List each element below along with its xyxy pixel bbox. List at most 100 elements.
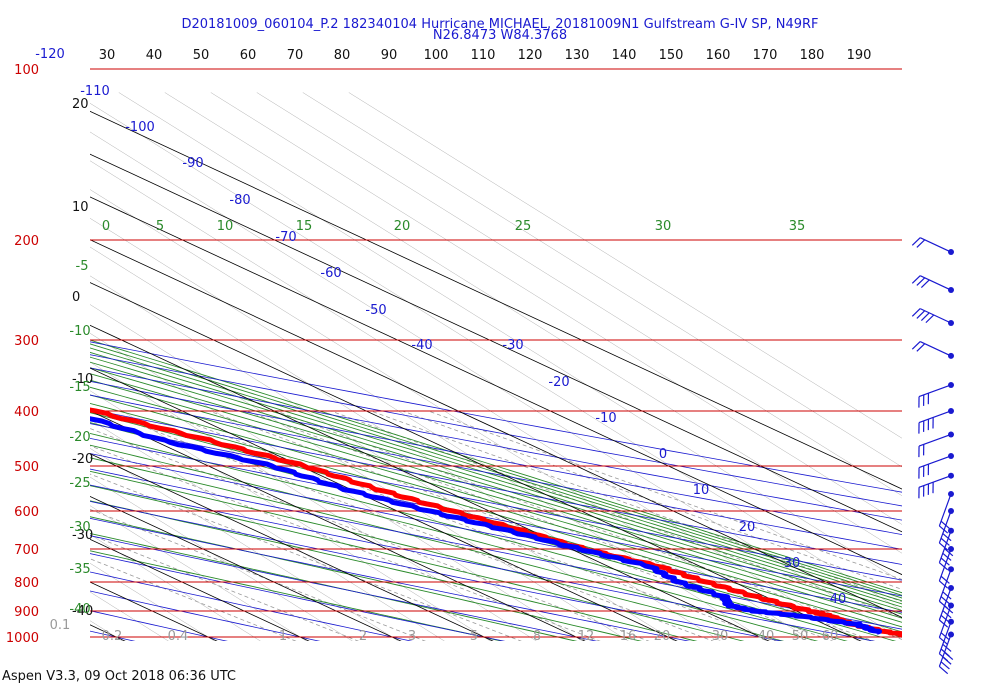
top-scale-label: 50 <box>193 48 210 63</box>
dry-adiabat-label: 40 <box>830 592 847 607</box>
dry-adiabat-label: -90 <box>182 156 203 171</box>
isotherm <box>90 538 310 641</box>
pressure-tick-label: 900 <box>14 605 39 620</box>
moist-adiabat <box>90 470 785 641</box>
moist-adiabat-label: -20 <box>69 430 90 445</box>
moist-adiabat <box>90 402 902 633</box>
grid-line <box>90 476 353 641</box>
isotherm <box>90 496 402 641</box>
moist-adiabat <box>90 394 902 628</box>
mixing-ratio-line <box>90 473 522 641</box>
isotherm <box>90 196 902 576</box>
mixing-ratio-line <box>402 410 902 590</box>
moist-adiabat-label: -15 <box>69 380 90 395</box>
wind-barb <box>918 381 954 408</box>
chart-title: D20181009_060104_P.2 182340104 Hurricane… <box>181 17 819 32</box>
grid-line <box>302 92 902 468</box>
dry-adiabat <box>90 380 902 535</box>
moist-adiabat-label: -5 <box>76 259 89 274</box>
chart-subtitle: N26.8473 W84.3768 <box>432 28 568 43</box>
wind-barb <box>911 308 954 326</box>
isotherm <box>90 581 218 641</box>
pressure-tick-label: 300 <box>14 334 39 349</box>
moist-adiabats <box>90 339 902 641</box>
dry-adiabat-label: -120 <box>35 47 65 62</box>
mixing-ratio-label: 1 <box>279 629 287 644</box>
isotherm <box>90 367 678 641</box>
grid-line <box>90 332 583 641</box>
moist-adiabat-label: 20 <box>394 219 411 234</box>
dry-adiabat <box>90 394 902 550</box>
mixing-ratio-line <box>90 508 426 641</box>
mixing-ratio-line <box>90 445 601 641</box>
isotherm-label: -30 <box>72 528 93 543</box>
pressure-tick-label: 1000 <box>6 631 39 646</box>
dry-adiabat <box>90 500 783 641</box>
mixing-ratio-line <box>428 410 902 580</box>
moist-adiabat <box>90 532 578 641</box>
dry-adiabat <box>90 571 413 641</box>
dry-adiabat <box>90 590 321 641</box>
pressure-tick-label: 600 <box>14 505 39 520</box>
top-scale-label: 110 <box>471 48 496 63</box>
isobars <box>90 68 902 638</box>
wind-barb <box>918 452 954 479</box>
mixing-ratio-label: 12 <box>578 629 595 644</box>
wind-barb <box>938 527 954 571</box>
moist-adiabat-label: -40 <box>69 602 90 617</box>
moist-adiabat <box>90 339 902 594</box>
mixing-ratio-line <box>209 410 834 641</box>
wind-barb <box>911 275 954 294</box>
dry-adiabat <box>90 453 902 613</box>
grid-line <box>210 92 902 525</box>
wind-barb <box>938 490 954 534</box>
grid-line <box>90 620 123 641</box>
mixing-ratio-label: 0.1 <box>50 618 71 633</box>
top-scale-label: 150 <box>659 48 684 63</box>
grid-line <box>164 92 902 554</box>
sounding-profiles <box>90 407 902 638</box>
grid-line <box>256 92 902 497</box>
moist-adiabat <box>90 386 902 623</box>
dry-adiabat <box>90 367 902 521</box>
moist-adiabat <box>90 347 902 599</box>
moist-adiabat <box>90 432 874 641</box>
isotherm <box>90 453 494 641</box>
top-scale-label: 160 <box>706 48 731 63</box>
top-scale-label: 100 <box>424 48 449 63</box>
moist-adiabat-label: -35 <box>69 562 90 577</box>
isotherm <box>90 282 862 641</box>
top-scale-label: 70 <box>287 48 304 63</box>
dry-adiabat-label: 0 <box>659 447 667 462</box>
moist-adiabat-label: 15 <box>296 219 313 234</box>
mixing-ratio-label: 8 <box>533 629 541 644</box>
isotherm <box>0 56 50 649</box>
moist-adiabat <box>90 500 698 641</box>
dewpoint-profile <box>90 416 882 635</box>
moist-adiabat <box>90 351 902 602</box>
moist-adiabat <box>90 343 902 596</box>
dry-adiabat-label: 10 <box>693 483 710 498</box>
top-scale-label: 170 <box>753 48 778 63</box>
dry-adiabat <box>90 468 902 630</box>
dry-adiabat <box>90 354 902 507</box>
isotherm-label: -10 <box>72 372 93 387</box>
isotherm-label: -40 <box>72 604 93 619</box>
top-scale-label: 190 <box>847 48 872 63</box>
wind-barb <box>938 566 954 609</box>
isotherm-label: 10 <box>72 200 89 215</box>
dry-adiabat <box>90 341 902 493</box>
moist-adiabat-label: -25 <box>69 476 90 491</box>
mixing-ratio-label: 3 <box>408 629 416 644</box>
mixing-ratio-label: 0.4 <box>168 629 189 644</box>
moist-adiabat <box>90 516 643 641</box>
dry-adiabat-label: -40 <box>411 338 432 353</box>
wind-barb <box>938 507 954 551</box>
moist-adiabat <box>90 356 902 605</box>
pressure-tick-label: 500 <box>14 460 39 475</box>
grid-line <box>90 246 721 641</box>
wind-barb <box>938 546 954 589</box>
wind-barb <box>938 585 954 628</box>
moist-adiabat-label: -30 <box>69 520 90 535</box>
